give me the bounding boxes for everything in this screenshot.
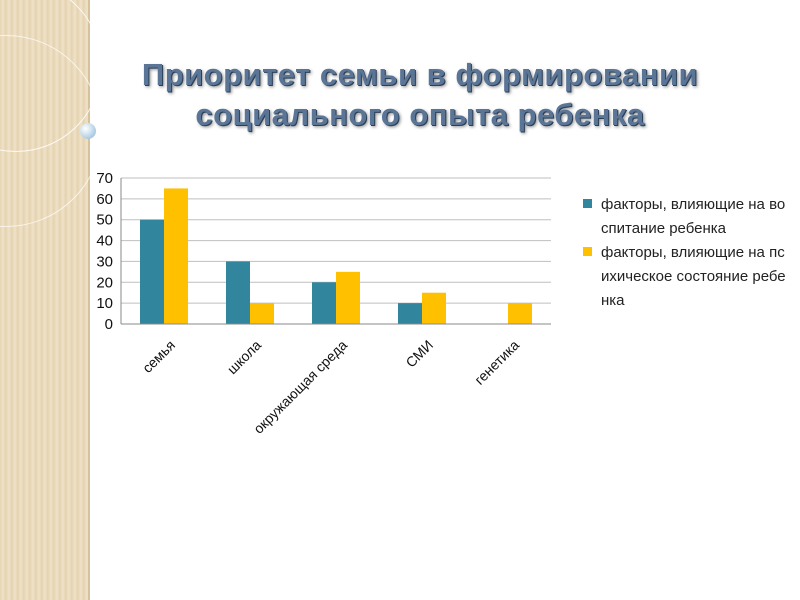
bar-1-2	[226, 261, 250, 324]
x-tick-label: школа	[224, 337, 264, 377]
legend-item-series-1: факторы, влияющие на воспитание ребенка	[583, 193, 785, 241]
y-tick-label: 0	[105, 316, 113, 333]
bar-2-1	[164, 188, 188, 324]
x-tick-label: СМИ	[402, 337, 436, 371]
bar-2-4	[422, 292, 446, 324]
legend-swatch-series-1	[583, 199, 592, 208]
legend-item-series-2: факторы, влияющие на психическое состоян…	[583, 241, 786, 313]
bar-2-2	[250, 303, 274, 324]
y-tick-label: 10	[96, 295, 113, 312]
legend-swatch-series-2	[583, 247, 592, 256]
y-tick-label: 40	[96, 233, 113, 250]
legend-label-series-2: факторы, влияющие на психическое состоян…	[601, 244, 786, 309]
y-tick-label: 30	[96, 253, 113, 270]
side-decoration-panel	[0, 0, 102, 600]
bar-1-4	[398, 303, 422, 324]
bar-2-3	[336, 271, 360, 324]
y-tick-label: 70	[96, 170, 113, 187]
y-tick-label: 20	[96, 274, 113, 291]
legend-label-series-1: факторы, влияющие на воспитание ребенка	[601, 196, 786, 237]
y-tick-label: 50	[96, 212, 113, 229]
x-tick-label: генетика	[471, 337, 522, 388]
bar-1-1	[140, 219, 164, 324]
decorative-bead	[80, 123, 96, 139]
bar-1-3	[312, 282, 336, 324]
x-tick-label: окружающая среда	[250, 337, 350, 437]
slide-title: Приоритет семьи в формировании социально…	[141, 57, 699, 132]
y-tick-label: 60	[96, 191, 113, 208]
x-tick-label: семья	[139, 337, 178, 376]
bar-2-5	[508, 303, 532, 324]
chart-legend: факторы, влияющие на воспитание ребенка …	[583, 193, 786, 313]
